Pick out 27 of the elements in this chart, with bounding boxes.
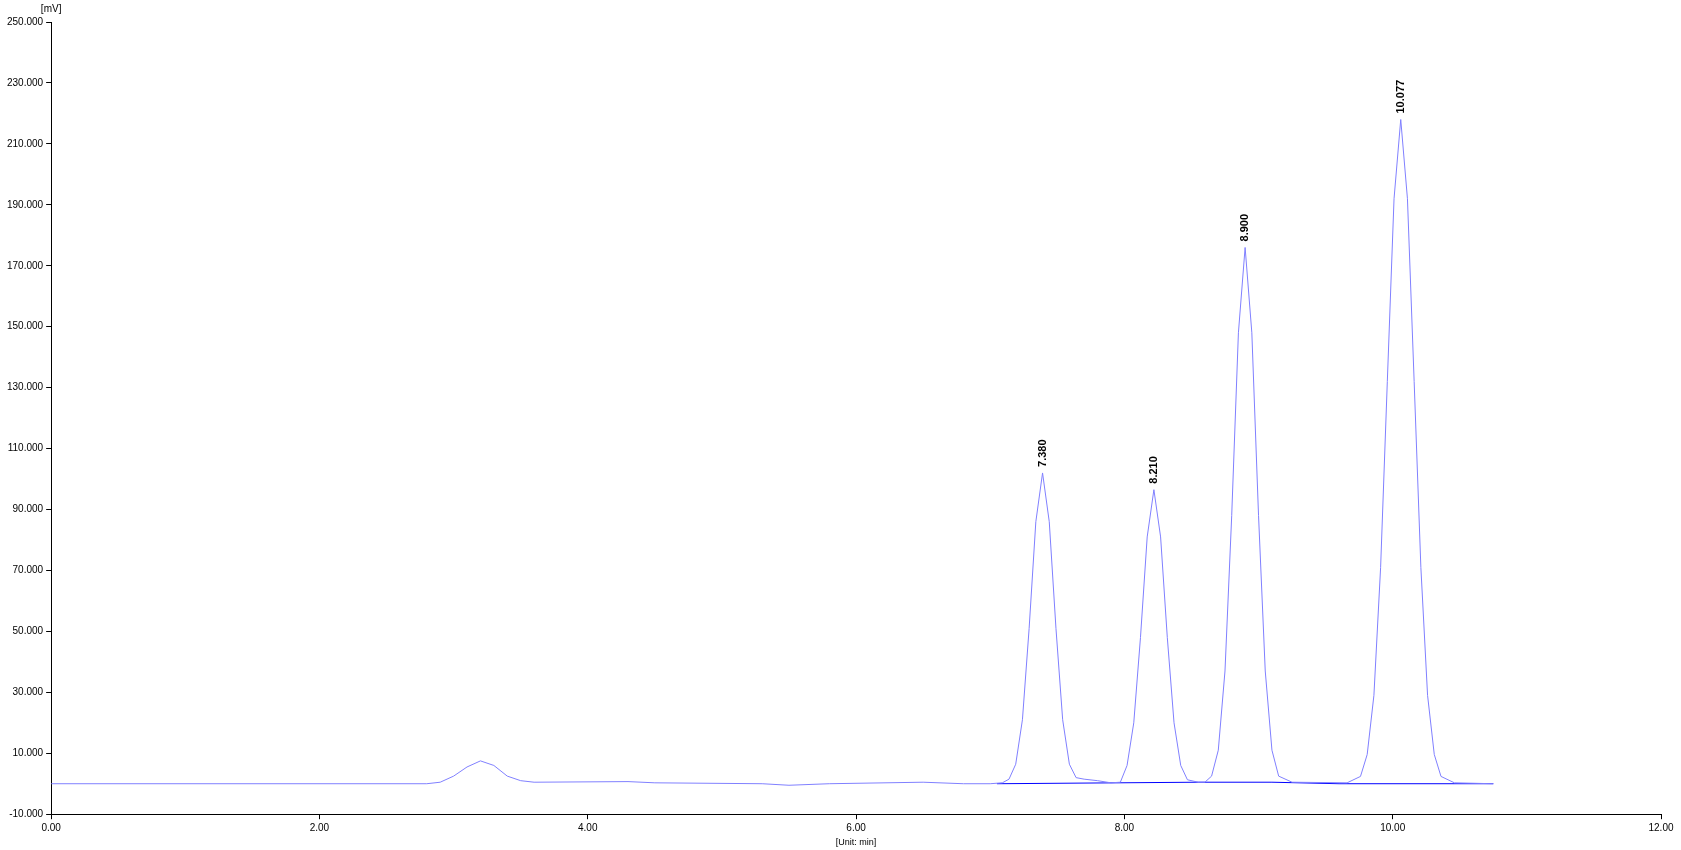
x-tick-label: 8.00 (1114, 821, 1135, 833)
x-tick-label: 12.00 (1648, 821, 1674, 833)
y-tick-label: 10.000 (12, 747, 44, 759)
y-tick-label: 170.000 (6, 259, 44, 271)
x-tick-label: 4.00 (578, 821, 598, 833)
x-axis-title: [Unit: min] (835, 837, 877, 848)
y-tick-label: 210.000 (6, 137, 44, 149)
x-tick-label: 10.00 (1380, 821, 1406, 833)
annotation: 8.900 (1238, 213, 1251, 242)
y-tick-label: 250.000 (6, 15, 44, 27)
y-tick-label: -10.000 (9, 807, 44, 819)
y-tick-label: 30.000 (12, 686, 44, 698)
x-tick-label: 6.00 (846, 821, 867, 833)
y-axis-title: [mV] (40, 2, 62, 14)
y-tick-label: 130.000 (6, 381, 44, 393)
y-tick-label: 190.000 (6, 198, 44, 210)
y-tick-label: 70.000 (12, 564, 44, 576)
y-tick-label: 90.000 (12, 503, 44, 515)
annotation: 10.077 (1393, 79, 1406, 114)
y-tick-label: 50.000 (12, 625, 44, 637)
x-tick-label: 0.00 (41, 821, 62, 833)
annotation: 7.380 (1035, 439, 1048, 467)
y-tick-label: 110.000 (7, 442, 44, 454)
y-tick-label: 230.000 (6, 76, 44, 88)
annotation: 8.210 (1146, 456, 1159, 484)
x-tick-label: 2.00 (309, 821, 330, 833)
y-tick-label: 150.000 (6, 320, 44, 332)
